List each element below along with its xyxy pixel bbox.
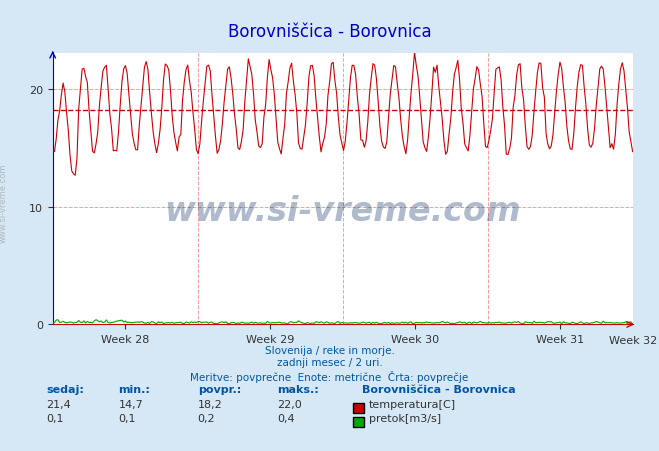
Text: www.si-vreme.com: www.si-vreme.com xyxy=(0,163,8,243)
Text: 0,1: 0,1 xyxy=(46,413,64,423)
Text: min.:: min.: xyxy=(119,384,150,394)
Text: Meritve: povprečne  Enote: metrične  Črta: povprečje: Meritve: povprečne Enote: metrične Črta:… xyxy=(190,370,469,382)
Text: zadnji mesec / 2 uri.: zadnji mesec / 2 uri. xyxy=(277,358,382,368)
Text: 21,4: 21,4 xyxy=(46,399,71,409)
Text: maks.:: maks.: xyxy=(277,384,318,394)
Text: pretok[m3/s]: pretok[m3/s] xyxy=(369,413,441,423)
Text: www.si-vreme.com: www.si-vreme.com xyxy=(164,194,521,228)
Text: 18,2: 18,2 xyxy=(198,399,223,409)
Text: Borovniščica - Borovnica: Borovniščica - Borovnica xyxy=(228,23,431,41)
Text: Borovniščica - Borovnica: Borovniščica - Borovnica xyxy=(362,384,516,394)
Text: sedaj:: sedaj: xyxy=(46,384,84,394)
Text: Slovenija / reke in morje.: Slovenija / reke in morje. xyxy=(264,345,395,355)
Text: Week 32: Week 32 xyxy=(608,336,657,345)
Text: 0,1: 0,1 xyxy=(119,413,136,423)
Text: 14,7: 14,7 xyxy=(119,399,144,409)
Text: povpr.:: povpr.: xyxy=(198,384,241,394)
Text: 22,0: 22,0 xyxy=(277,399,302,409)
Text: 0,2: 0,2 xyxy=(198,413,215,423)
Text: 0,4: 0,4 xyxy=(277,413,295,423)
Text: temperatura[C]: temperatura[C] xyxy=(369,399,456,409)
